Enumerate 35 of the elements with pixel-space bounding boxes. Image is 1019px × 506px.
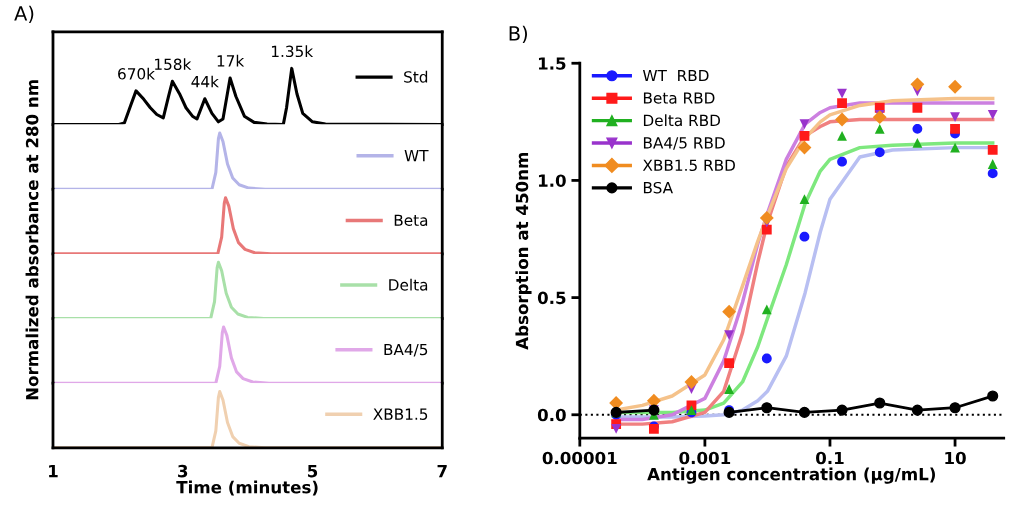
annotation: 158k bbox=[155, 58, 192, 71]
x-tick-label: 1 bbox=[49, 464, 58, 478]
legend-label: XBB1.5 bbox=[373, 408, 428, 420]
x-tick-label: 10 bbox=[945, 451, 966, 465]
annotation: 1.35k bbox=[271, 45, 314, 58]
legend-label: WT RBD bbox=[642, 69, 709, 82]
y-tick-label: 1.5 bbox=[538, 57, 566, 70]
chart-title: A) bbox=[14, 5, 34, 23]
annotation: 44k bbox=[191, 75, 219, 88]
legend-label: Beta bbox=[394, 214, 428, 227]
legend-label: XBB1.5 RBD bbox=[642, 159, 735, 172]
legend-label: BA4/5 RBD bbox=[643, 137, 725, 150]
y-axis-title: Absorption at 450nm bbox=[515, 152, 532, 350]
annotation: 17k bbox=[217, 54, 245, 67]
y-axis-title: Normalized absorbance at 280 nm bbox=[25, 80, 39, 400]
x-axis-title: Antigen concentration (µg/mL) bbox=[647, 467, 935, 484]
legend-label: Delta RBD bbox=[643, 114, 721, 127]
x-tick-label: 5 bbox=[307, 464, 318, 478]
legend-label: WT bbox=[404, 150, 429, 162]
y-tick-label: 1.0 bbox=[538, 174, 566, 187]
x-tick-label: 0.1 bbox=[816, 451, 844, 465]
x-tick-label: 0.001 bbox=[679, 451, 731, 465]
annotation: 670k bbox=[118, 67, 155, 80]
legend-label: BSA bbox=[643, 181, 673, 194]
legend-label: Delta bbox=[389, 278, 428, 291]
x-tick-label: 7 bbox=[437, 464, 447, 478]
legend-label: Beta RBD bbox=[643, 92, 715, 104]
x-axis-title: Time (minutes) bbox=[176, 480, 318, 496]
x-tick-label: 0.00001 bbox=[542, 451, 617, 465]
legend-label: Std bbox=[404, 70, 428, 83]
y-tick-label: 0.0 bbox=[537, 408, 566, 422]
chart-title: B) bbox=[509, 25, 527, 44]
x-tick-label: 3 bbox=[178, 464, 188, 478]
y-tick-label: 0.5 bbox=[537, 291, 566, 305]
legend-label: BA4/5 bbox=[384, 343, 428, 357]
